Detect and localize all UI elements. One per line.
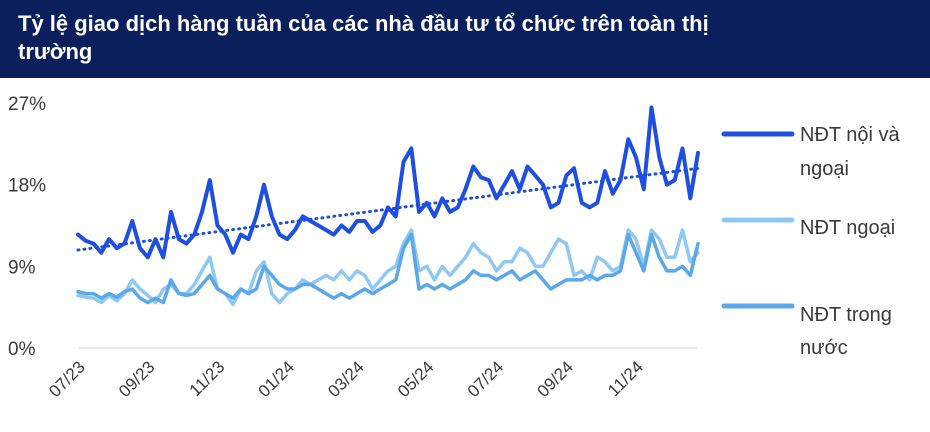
series-line-trong-nuoc <box>76 232 700 305</box>
y-tick-label: 9% <box>8 257 36 278</box>
legend-label: nước <box>800 337 848 359</box>
x-tick-label: 11/24 <box>604 357 647 400</box>
x-axis-ticks: 07/23 09/23 11/23 01/24 03/24 05/24 07/24 09/24… <box>45 357 647 401</box>
line-chart: 0% 9% 18% 27% 07/23 09/23 11/23 01/24 03/24 05/2… <box>8 94 901 401</box>
legend-label: ngoại <box>800 158 849 180</box>
legend-label: NĐT nội và <box>800 124 901 146</box>
x-tick-label: 07/23 <box>45 357 89 401</box>
x-tick-label: 03/24 <box>324 357 368 401</box>
x-tick-label: 11/23 <box>186 357 229 400</box>
y-tick-label: 18% <box>8 176 46 197</box>
x-tick-label: 09/23 <box>115 357 159 401</box>
y-axis-ticks: 0% 9% 18% 27% <box>8 94 46 360</box>
chart-title-line1: Tỷ lệ giao dịch hàng tuần của các nhà đầ… <box>18 11 709 36</box>
series-line-noi-va-ngoai <box>76 105 700 260</box>
series-lines <box>76 105 700 307</box>
y-tick-label: 27% <box>8 94 46 115</box>
x-tick-label: 05/24 <box>394 357 438 401</box>
chart-header: Tỷ lệ giao dịch hàng tuần của các nhà đầ… <box>0 0 930 78</box>
chart-title-line2: trường <box>18 39 93 64</box>
legend-label: NĐT trong <box>800 304 892 326</box>
x-tick-label: 09/24 <box>534 357 578 401</box>
legend-label: NĐT ngoại <box>800 217 895 239</box>
x-tick-label: 07/24 <box>464 357 508 401</box>
x-tick-label: 01/24 <box>255 357 299 401</box>
y-tick-label: 0% <box>8 339 36 360</box>
legend: NĐT nội và ngoại NĐT ngoại NĐT trong nước <box>721 124 901 359</box>
series-line-ngoai <box>76 228 700 307</box>
